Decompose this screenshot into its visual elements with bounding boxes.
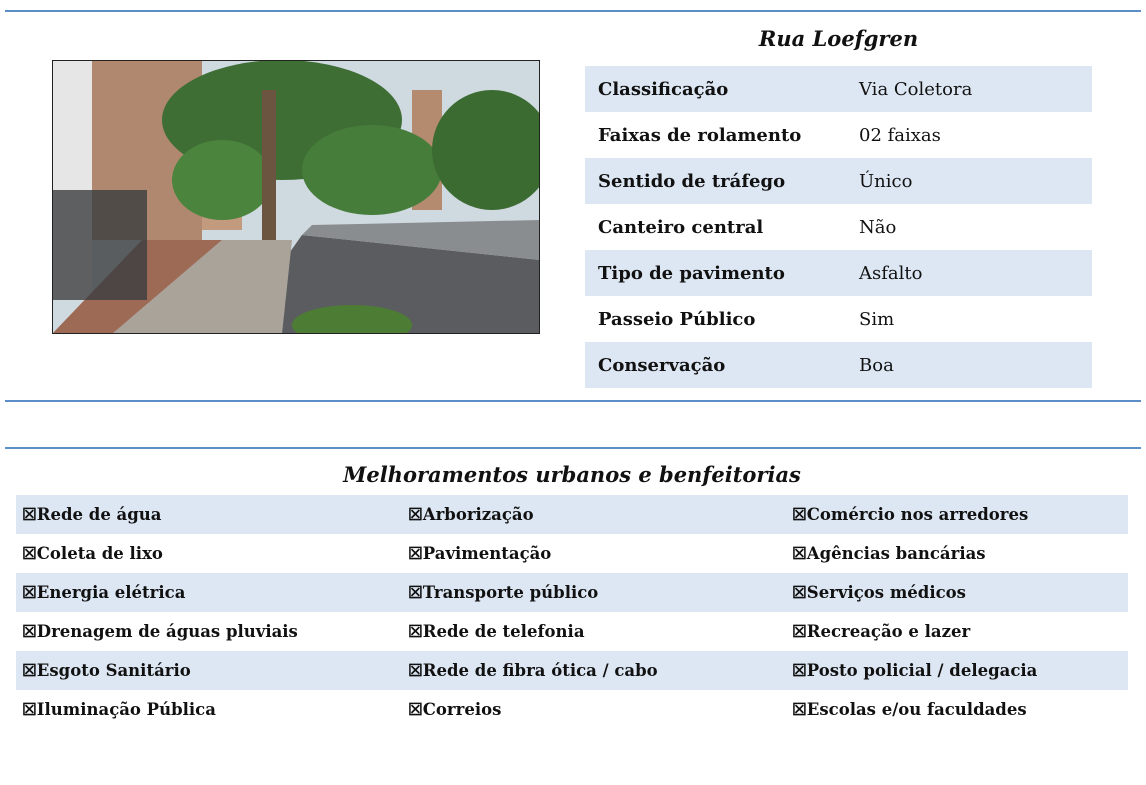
improvement-item: ☒Rede de telefonia [408, 622, 585, 641]
street-photo [52, 60, 540, 334]
improvements-table: ☒Rede de água ☒Arborização ☒Comércio nos a… [16, 495, 1128, 729]
info-row: Canteiro central Não [585, 204, 1092, 250]
improvement-item: ☒Serviços médicos [792, 583, 966, 602]
improvement-item: ☒Arborização [408, 505, 534, 524]
info-label: Sentido de tráfego [598, 170, 786, 192]
improvement-item: ☒Coleta de lixo [22, 544, 163, 563]
info-value: Sim [859, 308, 895, 330]
info-value: Asfalto [859, 262, 923, 284]
info-label: Tipo de pavimento [598, 262, 785, 284]
info-value: 02 faixas [859, 124, 941, 146]
rule [5, 10, 1141, 12]
street-title: Rua Loefgren [758, 26, 919, 51]
info-row: Tipo de pavimento Asfalto [585, 250, 1092, 296]
improvements-row: ☒Coleta de lixo ☒Pavimentação ☒Agências ba… [16, 534, 1128, 573]
improvements-row: ☒Drenagem de águas pluviais ☒Rede de tele… [16, 612, 1128, 651]
improvement-item: ☒Energia elétrica [22, 583, 186, 602]
improvement-item: ☒Iluminação Pública [22, 700, 216, 719]
improvement-item: ☒Agências bancárias [792, 544, 986, 563]
improvements-row: ☒Rede de água ☒Arborização ☒Comércio nos a… [16, 495, 1128, 534]
info-label: Classificação [598, 78, 729, 100]
info-row: Passeio Público Sim [585, 296, 1092, 342]
improvement-item: ☒Rede de água [22, 505, 162, 524]
rule [5, 447, 1141, 449]
improvement-item: ☒Esgoto Sanitário [22, 661, 191, 680]
info-value: Via Coletora [859, 78, 973, 100]
info-row: Sentido de tráfego Único [585, 158, 1092, 204]
info-label: Faixas de rolamento [598, 124, 802, 146]
improvement-item: ☒Posto policial / delegacia [792, 661, 1038, 680]
rule [5, 400, 1141, 402]
improvement-item: ☒Comércio nos arredores [792, 505, 1029, 524]
info-label: Conservação [598, 354, 726, 376]
improvement-item: ☒Correios [408, 700, 502, 719]
info-value: Único [859, 170, 913, 192]
info-value: Não [859, 216, 897, 238]
improvements-row: ☒Esgoto Sanitário ☒Rede de fibra ótica / … [16, 651, 1128, 690]
info-table: Classificação Via Coletora Faixas de rolam… [585, 66, 1092, 388]
improvements-title: Melhoramentos urbanos e benfeitorias [343, 462, 801, 487]
improvement-item: ☒Drenagem de águas pluviais [22, 622, 298, 641]
improvement-item: ☒Rede de fibra ótica / cabo [408, 661, 658, 680]
improvement-item: ☒Recreação e lazer [792, 622, 971, 641]
info-row: Classificação Via Coletora [585, 66, 1092, 112]
info-row: Conservação Boa [585, 342, 1092, 388]
improvement-item: ☒Pavimentação [408, 544, 552, 563]
improvements-row: ☒Energia elétrica ☒Transporte público ☒Ser… [16, 573, 1128, 612]
improvement-item: ☒Transporte público [408, 583, 599, 602]
improvements-row: ☒Iluminação Pública ☒Correios ☒Escolas e/o… [16, 690, 1128, 729]
info-label: Passeio Público [598, 308, 756, 330]
improvement-item: ☒Escolas e/ou faculdades [792, 700, 1027, 719]
info-row: Faixas de rolamento 02 faixas [585, 112, 1092, 158]
info-label: Canteiro central [598, 216, 764, 238]
info-value: Boa [859, 354, 894, 376]
